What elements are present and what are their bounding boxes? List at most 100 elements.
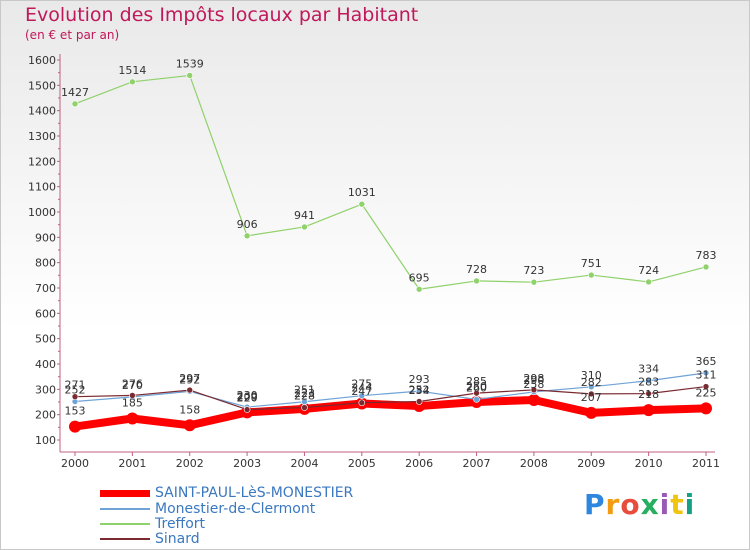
series-point (645, 278, 652, 286)
logo-letter: r (605, 488, 621, 521)
legend-item-monestier: Monestier-de-Clermont (100, 501, 315, 517)
series-point (129, 78, 136, 86)
series-point (473, 389, 480, 397)
data-label: 252 (409, 383, 430, 396)
series-point (243, 232, 251, 240)
legend-label: Treffort (155, 516, 206, 532)
series-point (587, 383, 595, 391)
series-point (129, 392, 136, 399)
series-point (186, 386, 194, 394)
y-tick-label: 500 (35, 333, 56, 346)
series-point (585, 406, 598, 419)
series-line (74, 372, 707, 408)
legend-label: Monestier-de-Clermont (155, 501, 316, 517)
data-label: 290 (523, 374, 544, 387)
series-layer (69, 72, 712, 433)
series-point (358, 392, 366, 399)
data-label: 724 (638, 264, 659, 277)
data-label: 252 (65, 383, 86, 396)
series-point (415, 398, 423, 405)
data-label: 271 (65, 379, 86, 392)
data-label: 244 (351, 382, 372, 395)
series-line (71, 395, 710, 431)
data-label: 365 (696, 355, 717, 368)
data-label: 251 (294, 384, 315, 397)
y-tick-label: 400 (35, 358, 56, 371)
series-point (186, 72, 194, 79)
data-label: 941 (294, 209, 315, 222)
data-label: 228 (294, 390, 315, 403)
legend-swatch (100, 523, 150, 525)
data-label: 1514 (118, 64, 146, 77)
logo-letter: o (620, 488, 641, 521)
data-label: 298 (523, 372, 544, 385)
series-point (645, 390, 652, 397)
series-point (301, 223, 308, 231)
logo-letter: i (684, 488, 696, 521)
data-label: 158 (179, 403, 200, 416)
y-tick-label: 1000 (28, 206, 56, 219)
data-label: 223 (294, 387, 315, 400)
y-tick-label: 200 (35, 409, 56, 422)
chart-subtitle: (en € et par an) (25, 28, 120, 42)
data-label: 207 (581, 391, 602, 404)
legend-item-sinard: Sinard (100, 531, 200, 547)
proxiti-logo: Proxiti (584, 488, 695, 521)
series-point (358, 200, 366, 208)
series-point (71, 100, 79, 108)
data-label: 310 (581, 369, 602, 382)
chart-title: Evolution des Impôts locaux par Habitant (25, 4, 419, 26)
data-label: 153 (65, 405, 86, 418)
logo-letter: t (670, 488, 685, 521)
data-label: 260 (466, 381, 487, 394)
legend-swatch (100, 508, 150, 510)
series-point (702, 263, 710, 271)
y-tick-label: 900 (35, 231, 56, 244)
data-label: 906 (237, 218, 258, 231)
data-label: 1031 (348, 186, 376, 199)
y-tick-label: 1200 (28, 155, 56, 168)
data-label: 297 (179, 372, 200, 385)
data-label: 247 (351, 385, 372, 398)
data-label: 285 (466, 375, 487, 388)
x-tick-label: 2008 (520, 457, 548, 470)
series-point (71, 393, 79, 400)
data-label: 209 (237, 390, 258, 403)
legend-label: Sinard (155, 531, 200, 547)
data-label: 230 (237, 389, 258, 402)
data-label: 728 (466, 263, 487, 276)
data-label: 292 (179, 373, 200, 386)
series-point (530, 386, 538, 394)
y-tick-label: 300 (35, 383, 56, 396)
y-tick-label: 1100 (28, 181, 56, 194)
logo-letter: P (584, 488, 606, 521)
series-line (74, 385, 707, 411)
series-point (69, 420, 81, 433)
series-point (415, 387, 423, 395)
series-line (74, 74, 707, 290)
legend-item-treffort: Treffort (100, 516, 205, 532)
x-tick-label: 2011 (692, 457, 720, 470)
series-point (126, 412, 139, 425)
data-label: 751 (581, 257, 602, 270)
y-tick-label: 1600 (28, 54, 56, 67)
y-tick-label: 700 (35, 282, 56, 295)
data-label: 185 (122, 396, 143, 409)
legend-swatch (100, 489, 150, 497)
series-point (587, 271, 595, 279)
series-point (358, 399, 366, 407)
x-tick-label: 2005 (348, 457, 376, 470)
y-tick-label: 1300 (28, 130, 56, 143)
series-point (473, 396, 480, 403)
series-point (642, 404, 655, 417)
data-label: 334 (638, 363, 659, 376)
data-label: 723 (523, 264, 544, 277)
series-point (415, 285, 423, 293)
y-tick-label: 100 (35, 434, 56, 447)
legend-swatch (100, 538, 150, 540)
series-point (587, 390, 595, 398)
series-point (413, 400, 426, 413)
y-tick-label: 800 (35, 257, 56, 270)
